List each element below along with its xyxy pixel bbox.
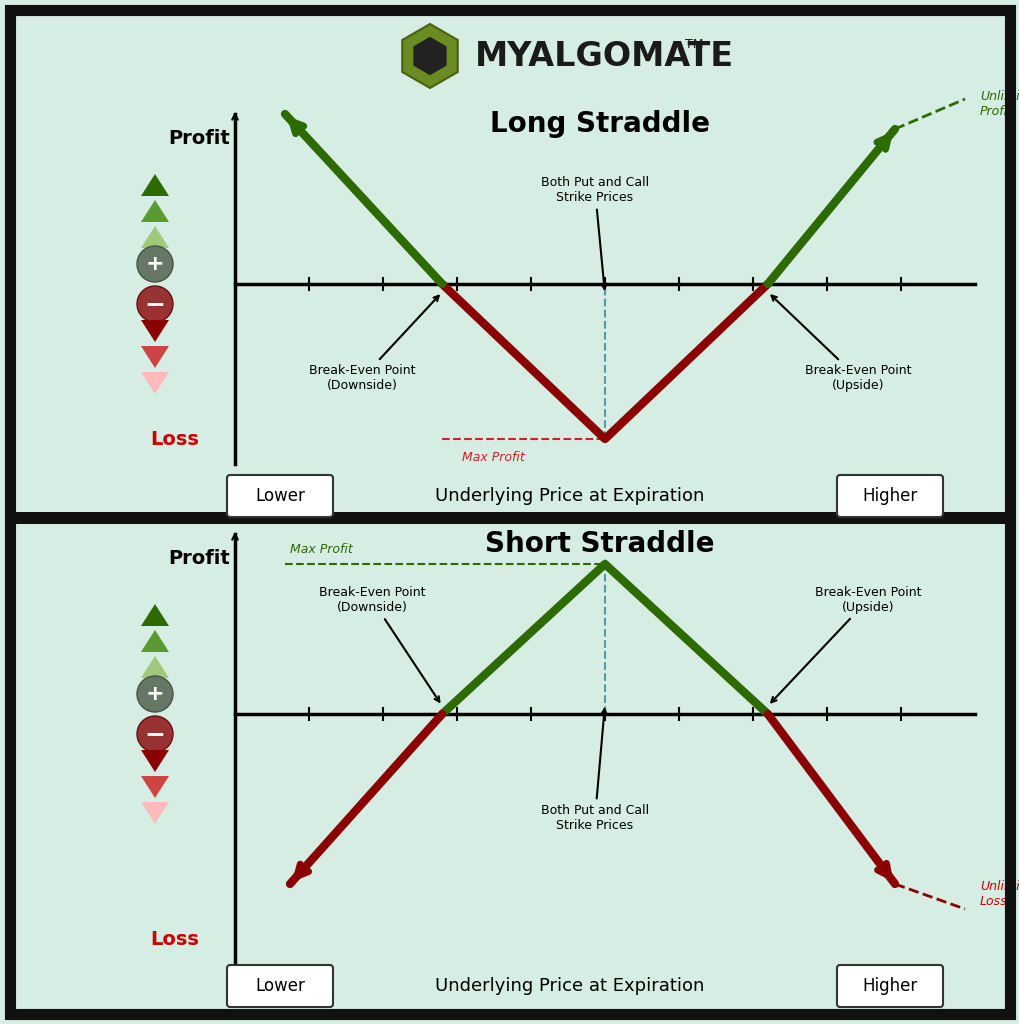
Polygon shape: [141, 174, 169, 196]
Polygon shape: [141, 226, 169, 248]
Circle shape: [137, 286, 173, 322]
Text: Both Put and Call
Strike Prices: Both Put and Call Strike Prices: [540, 176, 648, 289]
Circle shape: [137, 716, 173, 752]
Polygon shape: [141, 346, 169, 368]
Bar: [10, 512, 1009, 524]
FancyBboxPatch shape: [227, 965, 332, 1007]
Polygon shape: [141, 802, 169, 824]
Text: Long Straddle: Long Straddle: [489, 110, 709, 138]
Polygon shape: [141, 372, 169, 394]
Text: Break-Even Point
(Downside): Break-Even Point (Downside): [319, 586, 439, 701]
Polygon shape: [141, 319, 169, 342]
Text: TM: TM: [685, 38, 703, 50]
Text: Higher: Higher: [861, 487, 917, 505]
Text: +: +: [146, 254, 164, 274]
Polygon shape: [141, 604, 169, 626]
Text: −: −: [145, 292, 165, 316]
Text: +: +: [146, 684, 164, 705]
Polygon shape: [141, 750, 169, 772]
Text: Underlying Price at Expiration: Underlying Price at Expiration: [435, 977, 704, 995]
Text: Break-Even Point
(Upside): Break-Even Point (Upside): [770, 296, 910, 392]
Text: Loss: Loss: [151, 930, 200, 949]
Text: Max Profit: Max Profit: [462, 451, 525, 464]
Polygon shape: [413, 37, 446, 75]
Polygon shape: [141, 776, 169, 798]
Polygon shape: [141, 200, 169, 222]
FancyBboxPatch shape: [837, 965, 943, 1007]
Text: Break-Even Point
(Upside): Break-Even Point (Upside): [770, 586, 920, 702]
Text: Lower: Lower: [255, 487, 305, 505]
Text: Both Put and Call
Strike Prices: Both Put and Call Strike Prices: [540, 709, 648, 831]
Text: Lower: Lower: [255, 977, 305, 995]
Text: Short Straddle: Short Straddle: [485, 530, 714, 558]
FancyBboxPatch shape: [227, 475, 332, 517]
Text: Unlimited
Profit: Unlimited Profit: [979, 90, 1019, 118]
Circle shape: [137, 246, 173, 282]
Polygon shape: [141, 630, 169, 652]
Text: MYALGOMATE: MYALGOMATE: [475, 40, 734, 73]
Text: Underlying Price at Expiration: Underlying Price at Expiration: [435, 487, 704, 505]
Text: Unlimited
Loss: Unlimited Loss: [979, 880, 1019, 908]
Polygon shape: [141, 656, 169, 678]
Text: −: −: [145, 722, 165, 746]
Text: Profit: Profit: [168, 549, 229, 568]
FancyBboxPatch shape: [837, 475, 943, 517]
Text: Break-Even Point
(Downside): Break-Even Point (Downside): [309, 296, 438, 392]
Text: Higher: Higher: [861, 977, 917, 995]
Circle shape: [137, 676, 173, 712]
Text: Max Profit: Max Profit: [289, 543, 353, 556]
Polygon shape: [401, 24, 458, 88]
Text: Loss: Loss: [151, 430, 200, 449]
Text: Profit: Profit: [168, 129, 229, 148]
